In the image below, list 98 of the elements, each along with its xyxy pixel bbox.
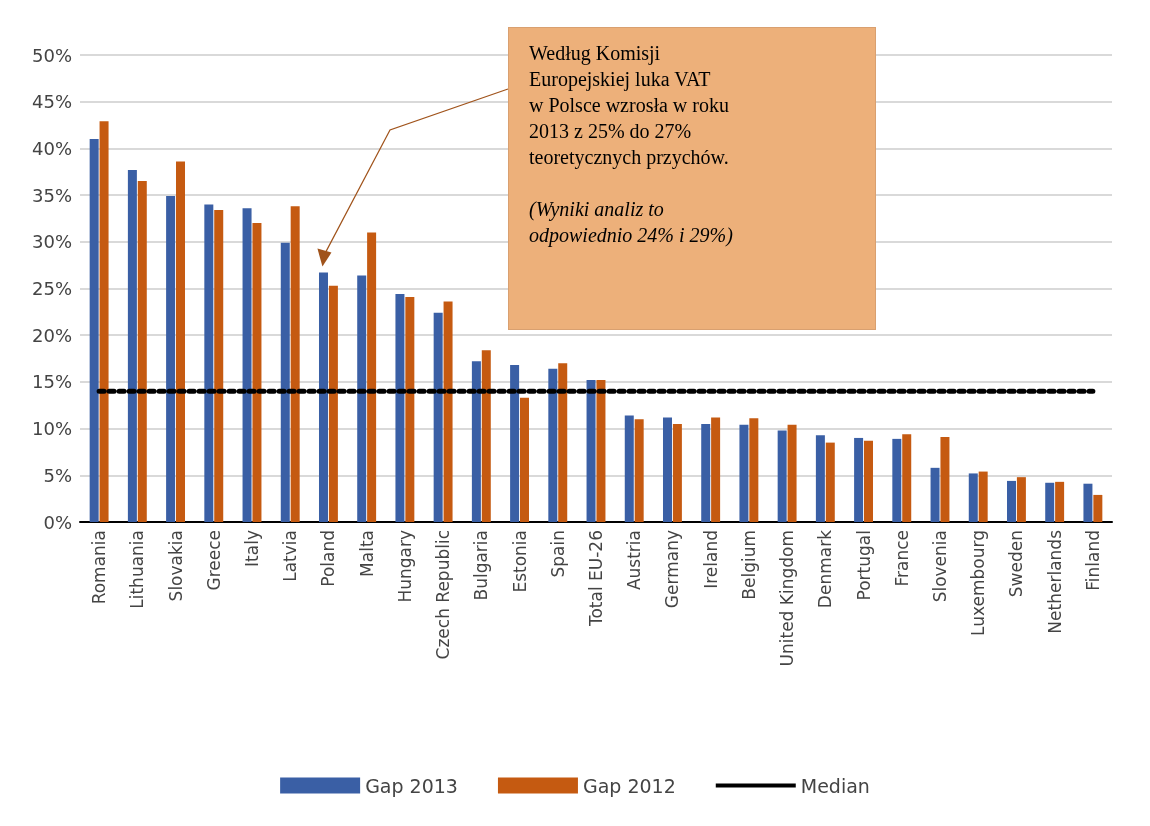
x-tick-label: Latvia — [280, 530, 301, 582]
x-tick-label: Czech Republic — [433, 530, 454, 660]
bar — [242, 208, 252, 522]
bar — [548, 368, 558, 522]
bar — [166, 196, 176, 522]
bar — [328, 285, 338, 522]
x-tick-label: Belgium — [738, 530, 759, 600]
x-tick-label: Hungary — [394, 530, 415, 603]
bar — [252, 223, 262, 522]
bar — [176, 161, 186, 522]
x-tick-label: Portugal — [853, 530, 874, 601]
bar — [357, 275, 367, 522]
x-tick-label: Romania — [89, 530, 110, 605]
annotation: Według Komisji Europejskiej luka VAT w Polsce wzrosła w roku 2013 z 25% do 27% teoretycznych przychów. — [529, 41, 730, 170]
bar — [1006, 480, 1016, 522]
bar — [739, 424, 749, 522]
x-tick-label: Finland — [1082, 530, 1103, 591]
bar — [1055, 481, 1065, 522]
bar — [978, 471, 988, 522]
x-tick-label: Ireland — [700, 530, 721, 589]
bar — [1083, 483, 1093, 522]
y-tick-label: 25% — [31, 278, 72, 299]
x-tick-label: Lithuania — [127, 530, 148, 609]
y-tick-label: 50% — [31, 44, 72, 66]
bar — [902, 434, 912, 522]
x-tick-label: Estonia — [509, 530, 530, 593]
bar — [510, 365, 520, 522]
y-tick-label: 30% — [31, 231, 72, 253]
bar — [471, 361, 481, 522]
x-tick-label: Slovakia — [165, 530, 186, 602]
bar — [204, 204, 214, 522]
bar — [481, 350, 491, 522]
bar — [711, 417, 721, 522]
bar — [318, 272, 328, 522]
legend-label: Gap 2012 — [582, 774, 676, 797]
bar — [701, 423, 711, 522]
bar — [749, 418, 759, 522]
y-tick-label: 0% — [43, 511, 72, 533]
bar — [214, 210, 224, 522]
x-tick-label: Italy — [242, 530, 262, 567]
y-tick-label: 35% — [31, 184, 72, 206]
legend-label: Median — [800, 774, 870, 797]
note-box: Według Komisji Europejskiej luka VAT w Polsce wzrosła w roku 2013 z 25% do 27% teoretycznych przychów. (Wyniki analiz to odpowiednio 24% i 29%) — [508, 27, 876, 330]
x-tick-label: Malta — [356, 530, 377, 577]
y-tick-label: 10% — [31, 418, 72, 440]
bar — [892, 438, 902, 522]
bar — [672, 423, 682, 522]
bar — [433, 312, 443, 522]
bar — [815, 435, 825, 522]
bar — [777, 430, 787, 522]
annotation: (Wyniki analiz to odpowiednio 24% i 29%) — [529, 197, 734, 248]
x-tick-label: United Kingdom — [777, 530, 798, 667]
x-tick-label: Spain — [547, 530, 568, 578]
bar — [968, 473, 978, 522]
bar — [395, 294, 405, 522]
legend-label: Gap 2013 — [365, 774, 458, 797]
bar — [787, 424, 797, 522]
bar — [1045, 482, 1055, 522]
x-tick-label: Slovenia — [930, 530, 950, 603]
bar — [596, 380, 606, 522]
bar — [624, 415, 634, 522]
bar — [586, 380, 596, 522]
y-tick-label: 15% — [31, 371, 72, 393]
bar — [127, 169, 137, 522]
bar — [405, 296, 415, 522]
bar — [1093, 494, 1103, 522]
bar — [520, 397, 530, 522]
bar — [290, 206, 300, 522]
bar — [558, 363, 568, 522]
y-tick-label: 20% — [31, 324, 72, 346]
bar — [864, 440, 874, 522]
x-tick-label: Austria — [624, 530, 645, 591]
x-tick-label: France — [891, 530, 912, 587]
y-tick-label: 45% — [31, 91, 72, 113]
x-tick-label: Poland — [318, 530, 339, 587]
bar — [825, 442, 835, 522]
x-tick-label: Greece — [203, 530, 224, 591]
bar — [367, 232, 377, 522]
x-tick-label: Germany — [662, 530, 683, 609]
bar — [634, 419, 644, 522]
y-tick-label: 5% — [43, 464, 72, 486]
bar — [89, 139, 99, 522]
bar — [280, 242, 290, 522]
x-tick-label: Netherlands — [1044, 529, 1065, 634]
x-tick-label: Denmark — [815, 529, 836, 609]
bar — [940, 437, 950, 522]
x-tick-label: Bulgaria — [471, 530, 492, 601]
bar — [99, 121, 109, 522]
x-tick-label: Total EU-26 — [586, 530, 606, 628]
bar — [443, 301, 453, 522]
y-tick-label: 40% — [31, 137, 72, 159]
bar — [137, 181, 147, 522]
bar — [1016, 477, 1026, 522]
x-tick-label: Luxembourg — [968, 530, 989, 636]
bar — [854, 437, 864, 522]
x-tick-label: Sweden — [1006, 530, 1027, 598]
bar — [930, 467, 940, 522]
bar — [662, 417, 672, 522]
